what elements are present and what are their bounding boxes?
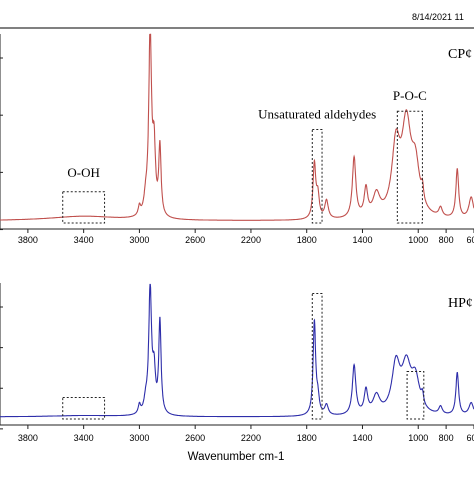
tick-label: 600 [466, 235, 474, 245]
header-datetime: 8/14/2021 11 [412, 12, 464, 22]
tick-label: 800 [439, 433, 454, 443]
tick-label: 1400 [352, 235, 372, 245]
panel-HP-label: HP¢ [448, 296, 473, 311]
tick-label: 3800 [18, 235, 38, 245]
annotation-label: P-O-C [393, 88, 427, 103]
annotation-box [396, 110, 423, 224]
tick-label: 1000 [408, 433, 428, 443]
series-CP-line [0, 33, 474, 221]
tick-label: 3400 [74, 433, 94, 443]
annotation-box [311, 129, 323, 224]
tick-label: 2200 [241, 235, 261, 245]
annotation-box [62, 397, 106, 420]
tick-label: 2600 [185, 433, 205, 443]
tick-label: 3400 [74, 235, 94, 245]
annotation-label: Unsaturated aldehydes [258, 107, 376, 122]
tick-label: 800 [439, 235, 454, 245]
annotation-box [62, 191, 106, 224]
series-HP-line [0, 283, 474, 418]
tick-label: 1800 [297, 235, 317, 245]
tick-label: 1000 [408, 235, 428, 245]
panel-CP-label: CP¢ [448, 47, 472, 62]
tick-label: 2200 [241, 433, 261, 443]
tick-label: 1400 [352, 433, 372, 443]
tick-label: 3000 [129, 433, 149, 443]
tick-label: 600 [466, 433, 474, 443]
tick-label: 2600 [185, 235, 205, 245]
tick-label: 3000 [129, 235, 149, 245]
annotation-label: O-OH [67, 165, 100, 180]
x-axis-label: Wavenumber cm-1 [188, 451, 285, 463]
tick-label: 3800 [18, 433, 38, 443]
annotation-box [406, 371, 425, 420]
annotation-box [311, 293, 323, 420]
tick-label: 1800 [297, 433, 317, 443]
